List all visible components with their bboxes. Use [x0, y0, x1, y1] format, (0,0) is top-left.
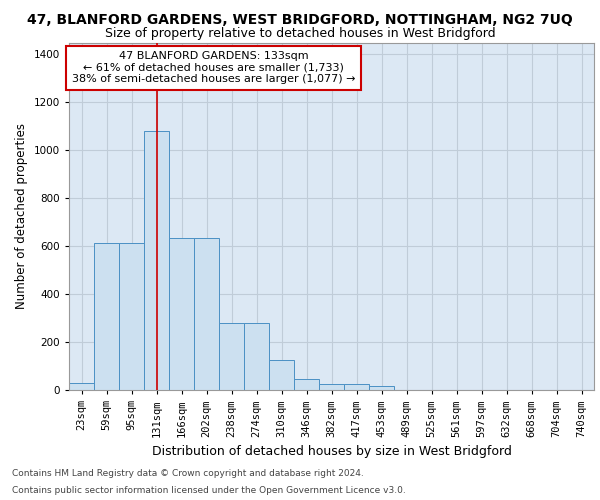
Bar — [144, 131, 169, 390]
Bar — [369, 386, 394, 390]
Bar — [169, 238, 194, 390]
Bar — [269, 360, 294, 390]
Text: 47, BLANFORD GARDENS, WEST BRIDGFORD, NOTTINGHAM, NG2 7UQ: 47, BLANFORD GARDENS, WEST BRIDGFORD, NO… — [27, 12, 573, 26]
Bar — [119, 242, 144, 390]
Bar — [69, 383, 94, 390]
Bar — [219, 323, 244, 390]
Text: Contains HM Land Registry data © Crown copyright and database right 2024.: Contains HM Land Registry data © Crown c… — [12, 468, 364, 477]
Bar — [344, 384, 369, 390]
Text: 47 BLANFORD GARDENS: 133sqm
← 61% of detached houses are smaller (1,733)
38% of : 47 BLANFORD GARDENS: 133sqm ← 61% of det… — [71, 51, 355, 84]
Y-axis label: Number of detached properties: Number of detached properties — [15, 123, 28, 309]
Text: Size of property relative to detached houses in West Bridgford: Size of property relative to detached ho… — [104, 28, 496, 40]
X-axis label: Distribution of detached houses by size in West Bridgford: Distribution of detached houses by size … — [152, 445, 511, 458]
Text: Contains public sector information licensed under the Open Government Licence v3: Contains public sector information licen… — [12, 486, 406, 495]
Bar — [319, 384, 344, 390]
Bar — [194, 238, 219, 390]
Bar — [244, 323, 269, 390]
Bar — [294, 379, 319, 390]
Bar — [94, 242, 119, 390]
